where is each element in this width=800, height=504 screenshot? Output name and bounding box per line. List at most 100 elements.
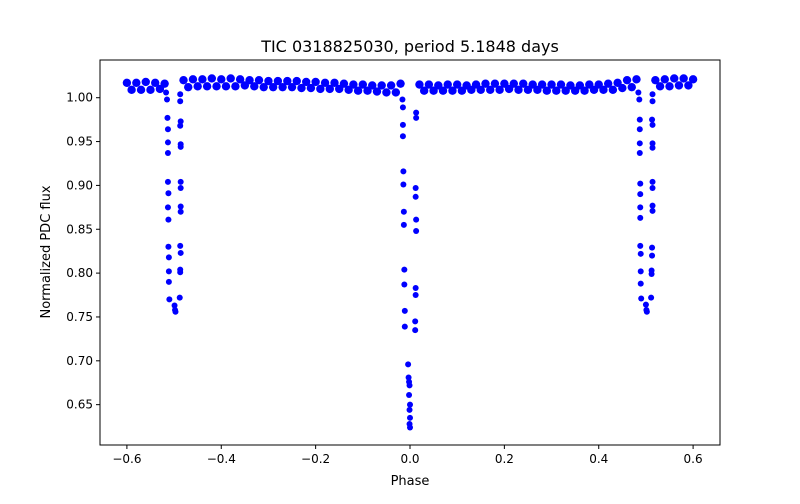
y-tick-label: 0.75 xyxy=(66,310,93,324)
data-point xyxy=(235,75,245,84)
data-point xyxy=(649,140,656,147)
data-point xyxy=(637,280,644,287)
data-point xyxy=(320,78,330,88)
data-point xyxy=(165,216,172,223)
y-tick-label: 1.00 xyxy=(66,91,93,105)
data-point xyxy=(476,85,485,95)
y-tick-label: 0.70 xyxy=(66,354,93,368)
data-point xyxy=(651,75,660,85)
data-point xyxy=(301,77,311,87)
data-point xyxy=(412,292,419,299)
data-point xyxy=(264,76,273,86)
data-point xyxy=(177,208,184,215)
data-point xyxy=(217,75,226,84)
data-point xyxy=(164,114,171,121)
data-point xyxy=(636,140,643,147)
y-axis-ticks: 0.65 0.70 0.75 0.80 0.85 0.90 0.95 1.00 xyxy=(66,91,100,412)
data-point xyxy=(349,80,358,89)
data-point xyxy=(452,80,462,89)
data-point xyxy=(443,80,452,89)
data-point xyxy=(670,74,679,83)
data-point xyxy=(509,79,519,88)
data-point xyxy=(407,401,413,408)
data-point xyxy=(127,85,136,95)
data-point xyxy=(259,82,268,92)
x-tick-label: −0.4 xyxy=(207,452,236,466)
data-point xyxy=(679,74,688,83)
data-point xyxy=(648,294,655,301)
data-point xyxy=(481,79,490,88)
data-point xyxy=(400,181,407,188)
data-point xyxy=(400,221,407,228)
data-point xyxy=(382,88,391,97)
data-point xyxy=(649,178,656,185)
data-point xyxy=(399,133,406,140)
data-point xyxy=(636,149,643,156)
data-point xyxy=(637,250,644,257)
data-point xyxy=(649,185,656,192)
data-point xyxy=(635,89,642,96)
data-point xyxy=(649,202,656,209)
data-point xyxy=(176,294,183,301)
data-point xyxy=(177,143,184,150)
data-point xyxy=(399,104,406,111)
data-point xyxy=(649,121,656,128)
data-point xyxy=(419,86,429,95)
data-point xyxy=(424,80,434,89)
y-tick-label: 0.85 xyxy=(66,222,93,236)
data-point xyxy=(552,86,561,95)
data-point xyxy=(368,81,377,90)
data-point xyxy=(401,266,408,273)
data-point xyxy=(164,139,171,146)
data-point xyxy=(642,301,649,308)
x-tick-label: 0.2 xyxy=(495,452,514,466)
data-point xyxy=(273,76,283,86)
data-point xyxy=(603,79,613,88)
data-point xyxy=(495,85,504,95)
data-point xyxy=(339,79,349,88)
data-point xyxy=(184,82,193,92)
data-point xyxy=(164,149,171,156)
data-point xyxy=(177,269,184,276)
data-point xyxy=(177,185,184,192)
data-point xyxy=(141,77,150,87)
data-points xyxy=(122,74,698,431)
data-point xyxy=(165,268,172,275)
data-point xyxy=(177,118,184,125)
y-tick-label: 0.80 xyxy=(66,266,93,280)
x-tick-label: 0.6 xyxy=(684,452,703,466)
data-point xyxy=(637,268,644,275)
data-point xyxy=(297,83,306,93)
data-point xyxy=(636,126,643,133)
y-tick-label: 0.95 xyxy=(66,135,93,149)
data-point xyxy=(413,114,420,121)
data-point xyxy=(413,109,420,116)
data-point xyxy=(608,85,618,95)
data-point xyxy=(372,87,382,96)
data-point xyxy=(406,382,413,389)
data-point xyxy=(306,83,316,93)
data-point xyxy=(665,82,674,91)
data-point xyxy=(412,318,419,325)
x-tick-label: 0.4 xyxy=(589,452,608,466)
data-point xyxy=(268,82,278,92)
data-point xyxy=(325,84,334,94)
data-point xyxy=(490,79,500,88)
data-point xyxy=(688,75,698,84)
data-point xyxy=(413,216,420,223)
data-point xyxy=(164,204,171,211)
data-point xyxy=(386,81,396,90)
data-point xyxy=(622,75,632,85)
data-point xyxy=(649,116,656,123)
data-point xyxy=(407,424,413,431)
data-point xyxy=(278,82,287,92)
data-point xyxy=(231,82,240,91)
data-point xyxy=(292,76,301,86)
data-point xyxy=(198,75,207,84)
data-point xyxy=(636,96,643,103)
chart-title: TIC 0318825030, period 5.1848 days xyxy=(260,37,559,56)
data-point xyxy=(146,85,155,95)
data-point xyxy=(122,78,132,88)
